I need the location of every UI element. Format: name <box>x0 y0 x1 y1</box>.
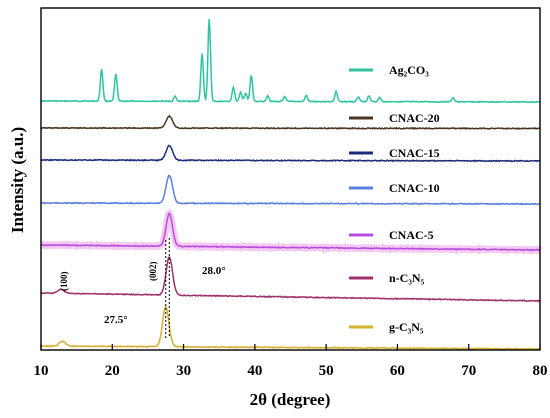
x-axis: 10 20 30 40 50 60 70 80 <box>34 344 548 379</box>
series-line-4 <box>41 174 541 206</box>
x-tick-label: 10 <box>34 363 49 379</box>
series-line-1 <box>41 18 541 104</box>
x-tick-label: 20 <box>105 363 120 379</box>
annotation-angle-27-5: 27.5° <box>104 314 128 326</box>
annotation-angle-28: 28.0° <box>202 265 226 277</box>
legend-label-1: Ag₂CO₃ <box>389 63 429 77</box>
x-tick-label: 80 <box>533 363 548 379</box>
legend-label-4: CNAC-10 <box>389 181 440 195</box>
y-axis-title: Intensity (a.u.) <box>8 127 27 233</box>
annotation-peak-100: (100) <box>59 272 69 292</box>
annotation-peak-002: (002) <box>148 262 158 282</box>
series-line-5 <box>40 212 541 252</box>
series-line-6 <box>40 256 541 303</box>
xrd-traces <box>40 18 543 351</box>
x-tick-label: 60 <box>390 363 405 379</box>
series-line-2 <box>40 114 541 130</box>
legend-label-7: g-C₃N₅ <box>389 320 424 334</box>
x-tick-label: 40 <box>247 363 262 379</box>
x-tick-label: 50 <box>319 363 334 379</box>
series-glow-5 <box>40 208 543 255</box>
x-tick-label: 30 <box>176 363 191 379</box>
series-line-7 <box>40 305 540 351</box>
x-tick-label: 70 <box>461 363 476 379</box>
series-line-3 <box>40 144 541 163</box>
legend-label-3: CNAC-15 <box>389 146 440 160</box>
x-axis-title: 2θ (degree) <box>250 390 331 409</box>
legend-label-6: n-C₃N₅ <box>389 271 425 285</box>
plot-frame <box>40 7 541 351</box>
legend: Ag₂CO₃ CNAC-20 CNAC-15 CNAC-10 CNAC-5 n-C₃N₅ g… <box>349 63 440 334</box>
legend-label-5: CNAC-5 <box>389 228 434 242</box>
legend-label-2: CNAC-20 <box>389 111 440 125</box>
